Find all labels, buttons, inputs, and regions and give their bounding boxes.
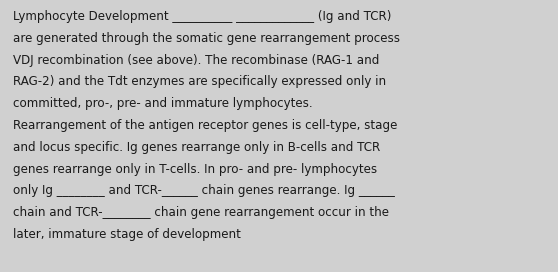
Text: committed, pro-, pre- and immature lymphocytes.: committed, pro-, pre- and immature lymph…	[13, 97, 312, 110]
Text: genes rearrange only in T-cells. In pro- and pre- lymphocytes: genes rearrange only in T-cells. In pro-…	[13, 163, 377, 176]
Text: Rearrangement of the antigen receptor genes is cell-type, stage: Rearrangement of the antigen receptor ge…	[13, 119, 397, 132]
Text: chain and TCR-________ chain gene rearrangement occur in the: chain and TCR-________ chain gene rearra…	[13, 206, 389, 219]
Text: Lymphocyte Development __________ _____________ (Ig and TCR): Lymphocyte Development __________ ______…	[13, 10, 391, 23]
Text: later, immature stage of development: later, immature stage of development	[13, 228, 241, 241]
Text: and locus specific. Ig genes rearrange only in B-cells and TCR: and locus specific. Ig genes rearrange o…	[13, 141, 380, 154]
Text: RAG-2) and the Tdt enzymes are specifically expressed only in: RAG-2) and the Tdt enzymes are specifica…	[13, 75, 386, 88]
Text: are generated through the somatic gene rearrangement process: are generated through the somatic gene r…	[13, 32, 400, 45]
Text: VDJ recombination (see above). The recombinase (RAG-1 and: VDJ recombination (see above). The recom…	[13, 54, 379, 67]
Text: only Ig ________ and TCR-______ chain genes rearrange. Ig ______: only Ig ________ and TCR-______ chain ge…	[13, 184, 395, 197]
